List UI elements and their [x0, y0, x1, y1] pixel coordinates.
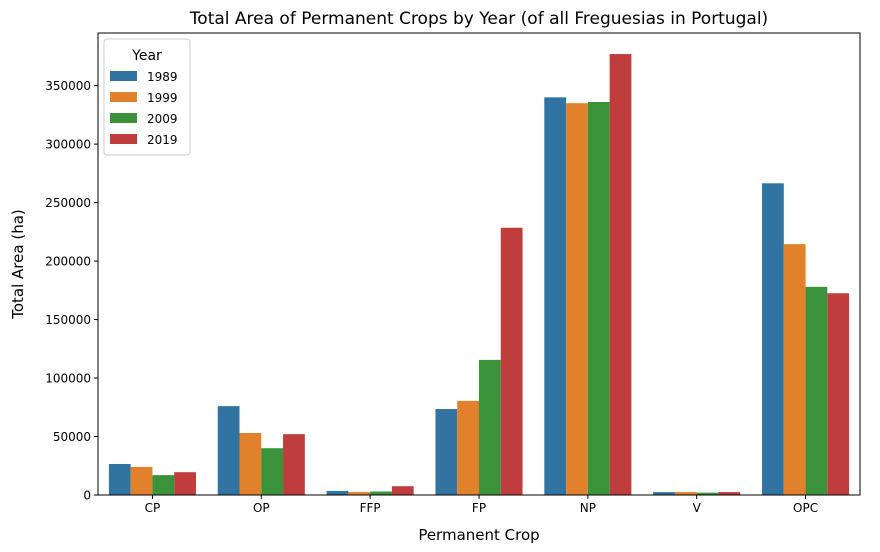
bar-opc-2019 — [827, 293, 850, 495]
bar-v-1989 — [653, 492, 675, 495]
bar-opc-1999 — [783, 244, 806, 495]
bar-np-2009 — [587, 102, 610, 495]
x-tick-label-ffp: FFP — [360, 501, 381, 515]
bar-v-2009 — [696, 492, 719, 495]
bar-fp-1999 — [457, 400, 479, 495]
y-tick-label: 150000 — [45, 313, 91, 327]
bar-np-1999 — [566, 103, 588, 496]
y-tick-label: 350000 — [45, 79, 91, 93]
legend-swatch-1999 — [110, 92, 137, 102]
legend-box — [103, 38, 191, 156]
bar-op-1989 — [217, 406, 240, 495]
y-axis: 0 50000 100000 150000 200000 250000 300000 3500… — [45, 79, 98, 503]
y-axis-label: Total Area (ha) — [9, 209, 27, 320]
x-tick-label-opc: OPC — [793, 501, 818, 515]
legend-swatch-2009 — [110, 113, 137, 123]
x-tick-label-v: V — [693, 501, 702, 515]
x-tick-label-cp: CP — [145, 501, 161, 515]
legend-label-1999: 1999 — [147, 91, 178, 105]
bar-ffp-2019 — [391, 486, 414, 495]
bar-ffp-1989 — [326, 490, 349, 495]
legend-swatch-1989 — [110, 71, 137, 81]
bar-np-1989 — [544, 97, 567, 495]
bar-cp-1989 — [108, 464, 131, 495]
x-tick-label-np: NP — [580, 501, 596, 515]
y-tick-label: 250000 — [45, 196, 91, 210]
x-tick-label-fp: FP — [472, 501, 486, 515]
legend-swatch-2019 — [110, 134, 137, 144]
y-tick-label: 100000 — [45, 372, 91, 386]
bar-np-2019 — [609, 54, 632, 496]
bars-layer — [108, 54, 850, 496]
bar-cp-1999 — [130, 466, 153, 495]
y-tick-label: 50000 — [53, 430, 91, 444]
bar-ffp-1999 — [348, 492, 371, 495]
bar-fp-1989 — [435, 409, 458, 495]
chart-title: Total Area of Permanent Crops by Year (o… — [189, 9, 768, 29]
bar-fp-2009 — [479, 359, 501, 495]
bar-ffp-2009 — [370, 491, 392, 495]
bar-fp-2019 — [500, 227, 523, 496]
legend-title: Year — [131, 48, 162, 64]
y-tick-label: 0 — [83, 489, 91, 503]
bar-op-2009 — [261, 448, 284, 495]
y-tick-label: 300000 — [45, 138, 91, 152]
bar-cp-2009 — [152, 475, 175, 495]
bar-opc-2009 — [805, 286, 828, 495]
legend-label-2009: 2009 — [147, 112, 178, 126]
bar-v-1999 — [674, 492, 697, 495]
bar-opc-1989 — [762, 183, 784, 496]
bar-cp-2019 — [174, 472, 196, 495]
legend-label-2019: 2019 — [147, 133, 178, 147]
legend: Year 1989 1999 2009 2019 — [103, 38, 191, 156]
plot-frame — [97, 32, 861, 496]
legend-label-1989: 1989 — [147, 70, 178, 84]
x-tick-label-op: OP — [253, 501, 270, 515]
bar-op-2019 — [283, 434, 305, 495]
y-tick-label: 200000 — [45, 255, 91, 269]
bar-v-2019 — [718, 492, 741, 495]
x-axis: CP OP FFP FP NP V OPC — [145, 495, 818, 515]
x-axis-label: Permanent Crop — [418, 526, 539, 544]
bar-op-1999 — [239, 433, 262, 495]
